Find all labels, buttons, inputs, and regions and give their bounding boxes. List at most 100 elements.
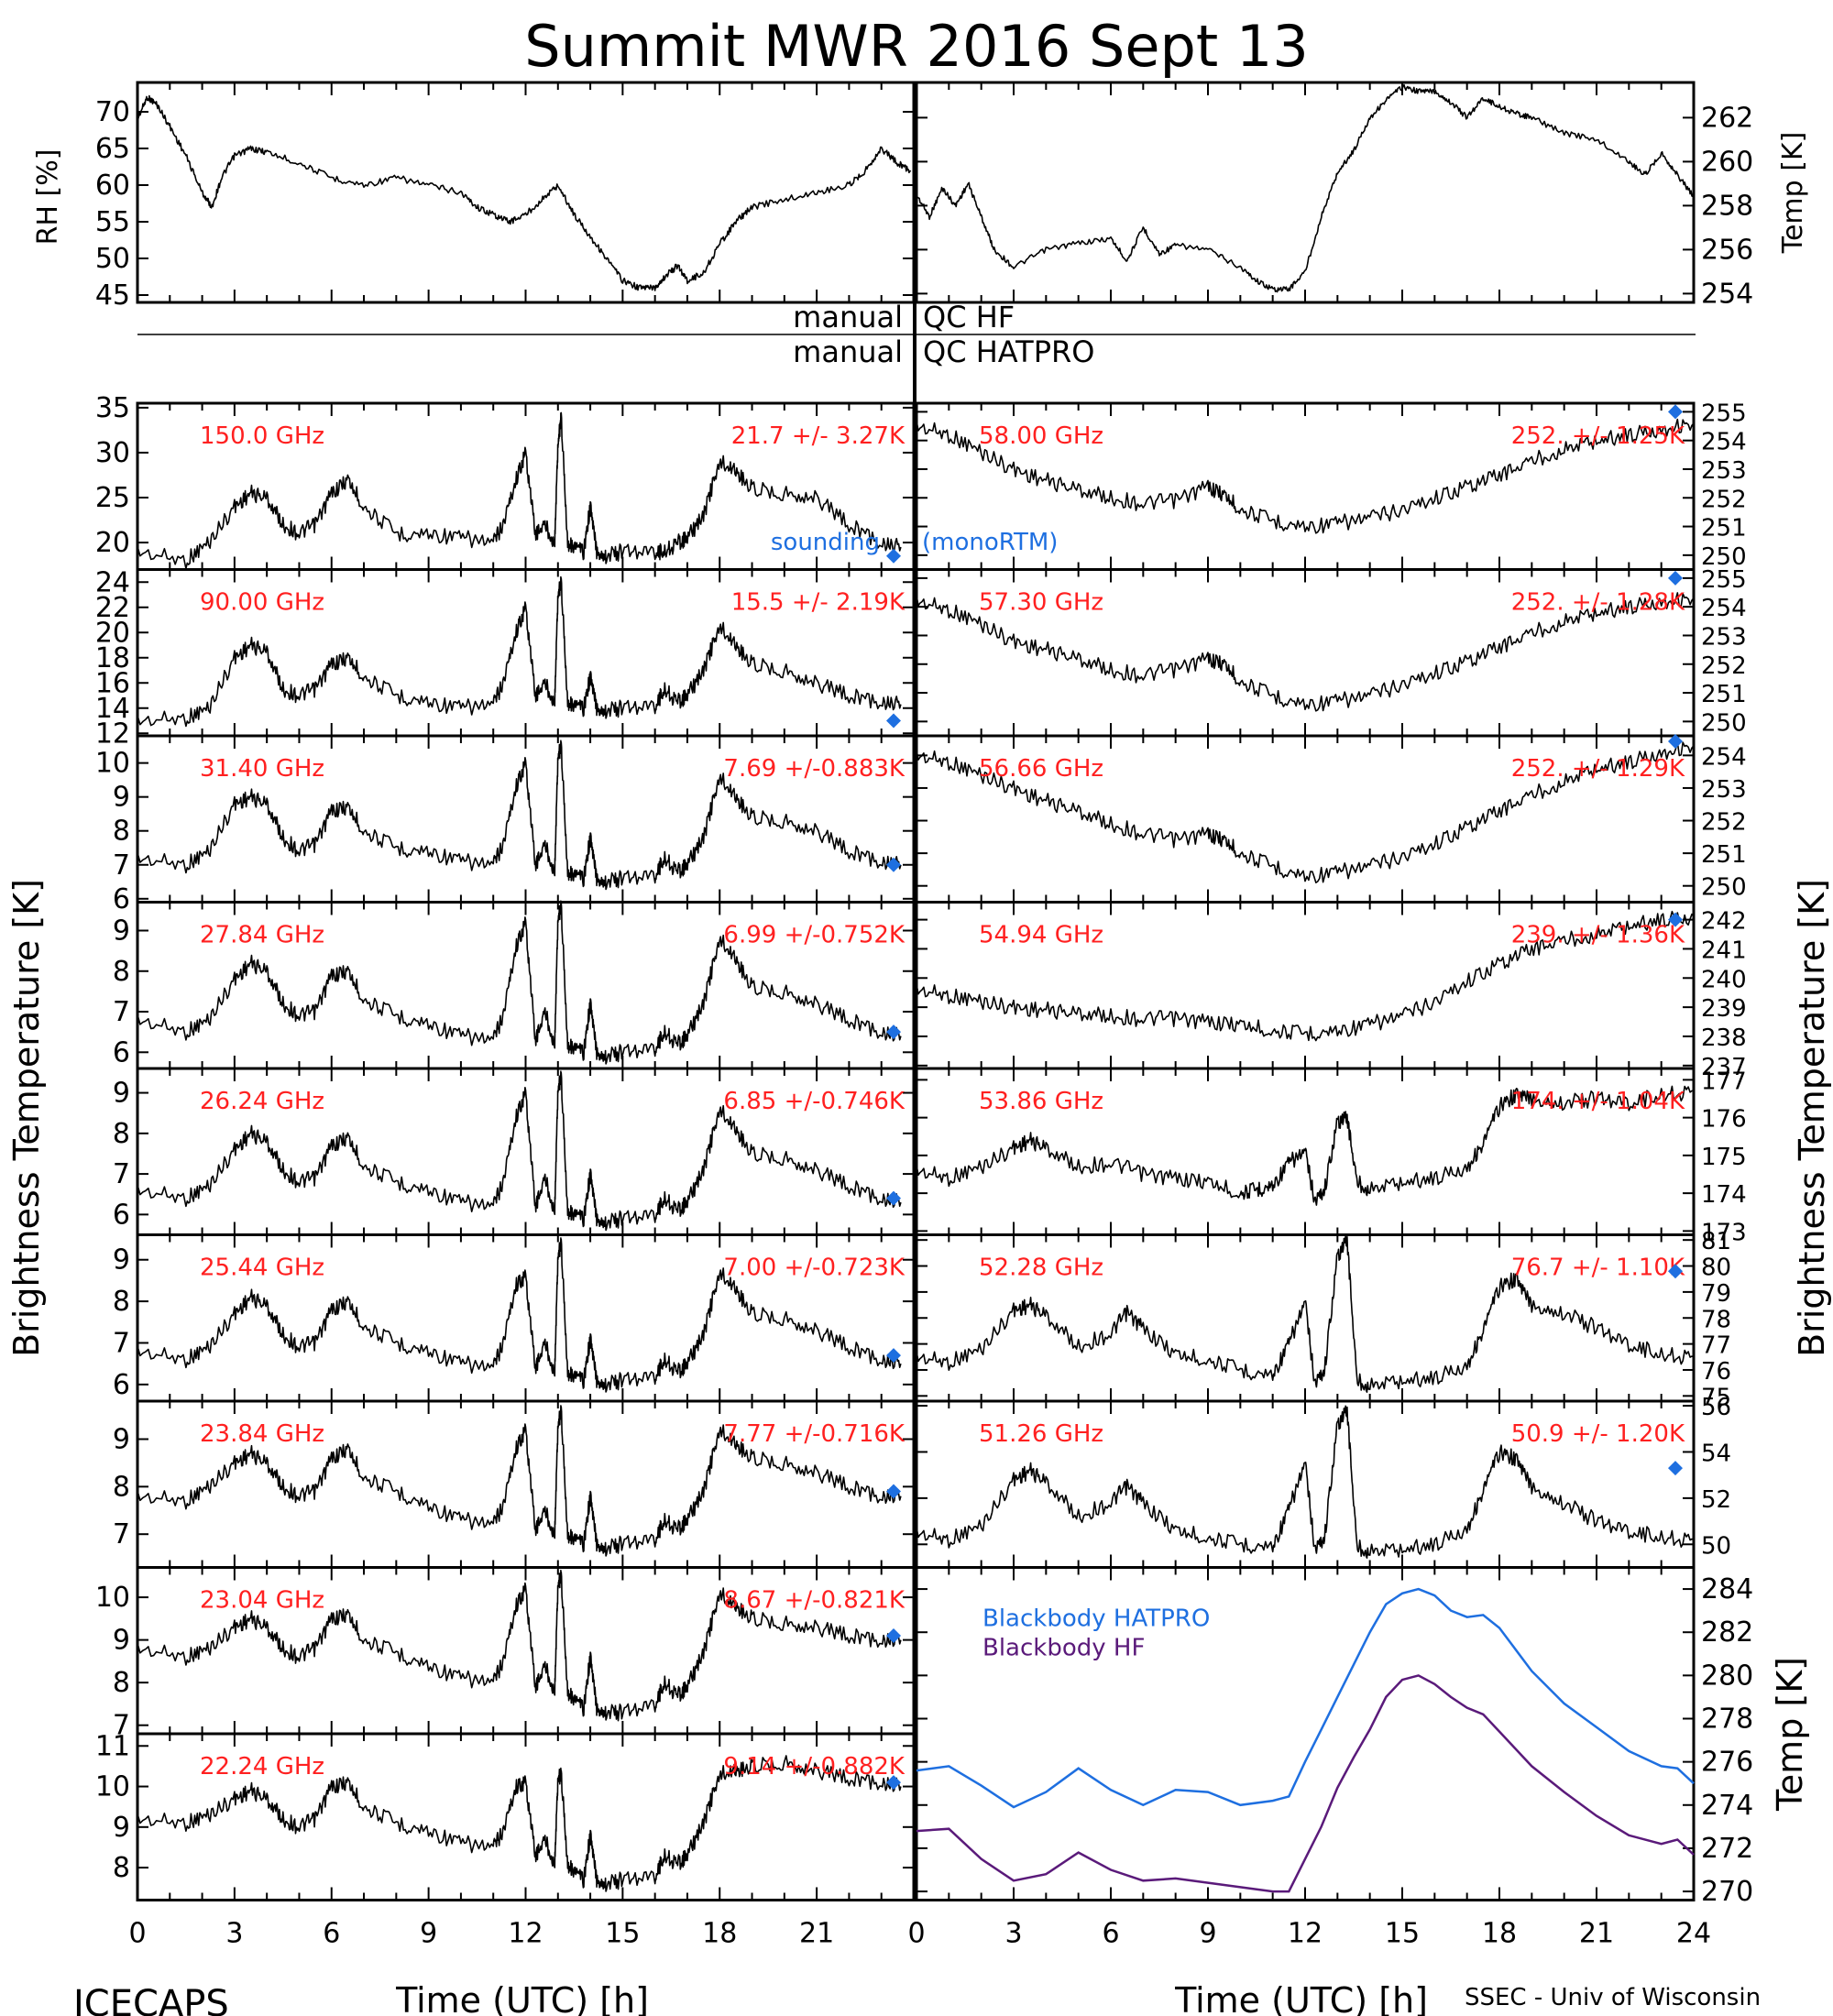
y-tick-label: 254 bbox=[1701, 429, 1747, 456]
brightness-temp-line bbox=[916, 1085, 1695, 1206]
brightness-temp-line bbox=[916, 592, 1695, 712]
qc-hatpro-right-label: QC HATPRO bbox=[923, 334, 1094, 369]
sounding-marker bbox=[1668, 734, 1683, 749]
sounding-marker bbox=[886, 1775, 901, 1791]
brightness-temp-line bbox=[137, 1237, 902, 1393]
sounding-marker bbox=[886, 1627, 901, 1643]
y-tick-label: 7 bbox=[113, 849, 130, 882]
qc-hatpro-left-label: manual bbox=[793, 334, 903, 369]
frequency-label: 54.94 GHz bbox=[979, 922, 1103, 949]
brightness-temp-line bbox=[137, 1569, 902, 1722]
x-tick-label: 3 bbox=[1004, 1918, 1022, 1950]
y-tick-label: 35 bbox=[95, 392, 130, 424]
y-tick-label: 255 bbox=[1701, 400, 1747, 427]
y-tick-label: 76 bbox=[1701, 1358, 1731, 1386]
y-tick-label: 175 bbox=[1701, 1144, 1747, 1171]
sounding-marker bbox=[886, 713, 901, 729]
y-tick-label: 7 bbox=[113, 1327, 130, 1359]
y-tick-label: 7 bbox=[113, 996, 130, 1028]
frequency-label: 90.00 GHz bbox=[200, 589, 324, 617]
y-tick-label: 11 bbox=[95, 1730, 130, 1762]
panel-ch2784: 6 7 8 9 27.84 GHz 6.99 +/-0.752K bbox=[113, 900, 916, 1070]
sounding-marker bbox=[886, 1190, 901, 1206]
y-tick-label: 10 bbox=[95, 1582, 130, 1614]
y-tick-label: 8 bbox=[113, 1471, 130, 1503]
stats-label: 6.85 +/-0.746K bbox=[723, 1088, 906, 1115]
left-xlabel: Time (UTC) [h] bbox=[395, 1980, 649, 2016]
y-tick-label: 60 bbox=[95, 170, 130, 202]
qc-hf-left-label: manual bbox=[793, 300, 903, 334]
y-tick-label: 14 bbox=[95, 693, 130, 725]
y-tick-label: 8 bbox=[113, 1118, 130, 1150]
y-tick-label: 260 bbox=[1701, 146, 1753, 178]
sounding-marker bbox=[1668, 404, 1683, 420]
sounding-label: sounding bbox=[771, 529, 880, 556]
y-tick-label: 270 bbox=[1701, 1876, 1753, 1908]
legend-blackbody-hatpro: Blackbody HATPRO bbox=[982, 1605, 1210, 1633]
right-ylabel: Brightness Temperature [K] bbox=[1792, 879, 1832, 1357]
y-tick-label: 50 bbox=[95, 243, 130, 275]
y-tick-label: 65 bbox=[95, 133, 130, 165]
y-tick-label: 252 bbox=[1701, 486, 1747, 513]
panel-ch2624: 6 7 8 9 26.24 GHz 6.85 +/-0.746K bbox=[113, 1067, 916, 1236]
stats-label: 9.14 +/-0.882K bbox=[723, 1753, 906, 1780]
y-tick-label: 242 bbox=[1701, 908, 1747, 936]
frequency-label: 27.84 GHz bbox=[200, 922, 324, 949]
y-tick-label: 81 bbox=[1701, 1228, 1731, 1255]
x-tick-label: 21 bbox=[799, 1918, 834, 1950]
panel-blackbody: 270 272 274 276 278 280 282 284 Blackbody HATPRO… bbox=[915, 1566, 1810, 1908]
stats-label: 174. +/- 1.04K bbox=[1511, 1088, 1685, 1115]
frequency-label: 150.0 GHz bbox=[200, 422, 324, 450]
brightness-temp-line bbox=[916, 910, 1695, 1042]
x-tick-label: 6 bbox=[323, 1918, 340, 1950]
y-tick-label: 278 bbox=[1701, 1704, 1753, 1736]
stats-label: 7.69 +/-0.883K bbox=[723, 755, 906, 783]
y-tick-label: 254 bbox=[1701, 595, 1747, 622]
y-tick-label: 79 bbox=[1701, 1280, 1731, 1308]
y-tick-label: 22 bbox=[95, 592, 130, 624]
ssec-credit: SSEC - Univ of Wisconsin bbox=[1465, 1984, 1761, 2011]
y-tick-label: 8 bbox=[113, 1286, 130, 1318]
y-tick-label: 6 bbox=[113, 883, 130, 915]
y-tick-label: 8 bbox=[113, 956, 130, 988]
rh-series-line bbox=[137, 94, 912, 291]
sounding-marker bbox=[1668, 912, 1683, 927]
y-tick-label: 237 bbox=[1701, 1054, 1747, 1081]
y-tick-label: 9 bbox=[113, 1812, 130, 1844]
y-tick-label: 6 bbox=[113, 1036, 130, 1068]
y-tick-label: 173 bbox=[1701, 1219, 1747, 1246]
y-tick-label: 25 bbox=[95, 482, 130, 514]
frequency-label: 22.24 GHz bbox=[200, 1753, 324, 1780]
x-tick-label: 18 bbox=[1482, 1918, 1517, 1950]
y-tick-label: 251 bbox=[1701, 841, 1747, 869]
y-tick-label: 10 bbox=[95, 748, 130, 780]
brightness-temp-line bbox=[137, 1070, 902, 1232]
y-tick-label: 55 bbox=[95, 206, 130, 238]
brightness-temp-line bbox=[137, 740, 902, 891]
stats-label: 15.5 +/- 2.19K bbox=[731, 589, 906, 617]
y-tick-label: 50 bbox=[1701, 1532, 1731, 1560]
y-tick-label: 9 bbox=[113, 915, 130, 947]
sounding-marker bbox=[886, 1484, 901, 1499]
y-tick-label: 10 bbox=[95, 1771, 130, 1803]
panel-frame bbox=[136, 81, 916, 304]
right-xlabel: Time (UTC) [h] bbox=[1174, 1980, 1428, 2016]
sounding-marker bbox=[886, 548, 901, 564]
sounding-marker bbox=[1668, 1264, 1683, 1279]
y-tick-label: 238 bbox=[1701, 1024, 1747, 1052]
brightness-temp-line bbox=[916, 1234, 1695, 1393]
frequency-label: 23.84 GHz bbox=[200, 1420, 324, 1448]
panel-ch2224: 8 9 10 11 22.24 GHz 9.14 +/-0.882K bbox=[95, 1730, 916, 1901]
left-ylabel: Brightness Temperature [K] bbox=[6, 879, 47, 1357]
y-tick-label: 52 bbox=[1701, 1486, 1731, 1514]
y-tick-label: 254 bbox=[1701, 278, 1753, 310]
y-tick-label: 174 bbox=[1701, 1181, 1747, 1209]
x-tick-label: 12 bbox=[1288, 1918, 1323, 1950]
panel-ch2384: 7 8 9 23.84 GHz 7.77 +/-0.716K bbox=[113, 1399, 916, 1569]
y-tick-label: 250 bbox=[1701, 709, 1747, 737]
